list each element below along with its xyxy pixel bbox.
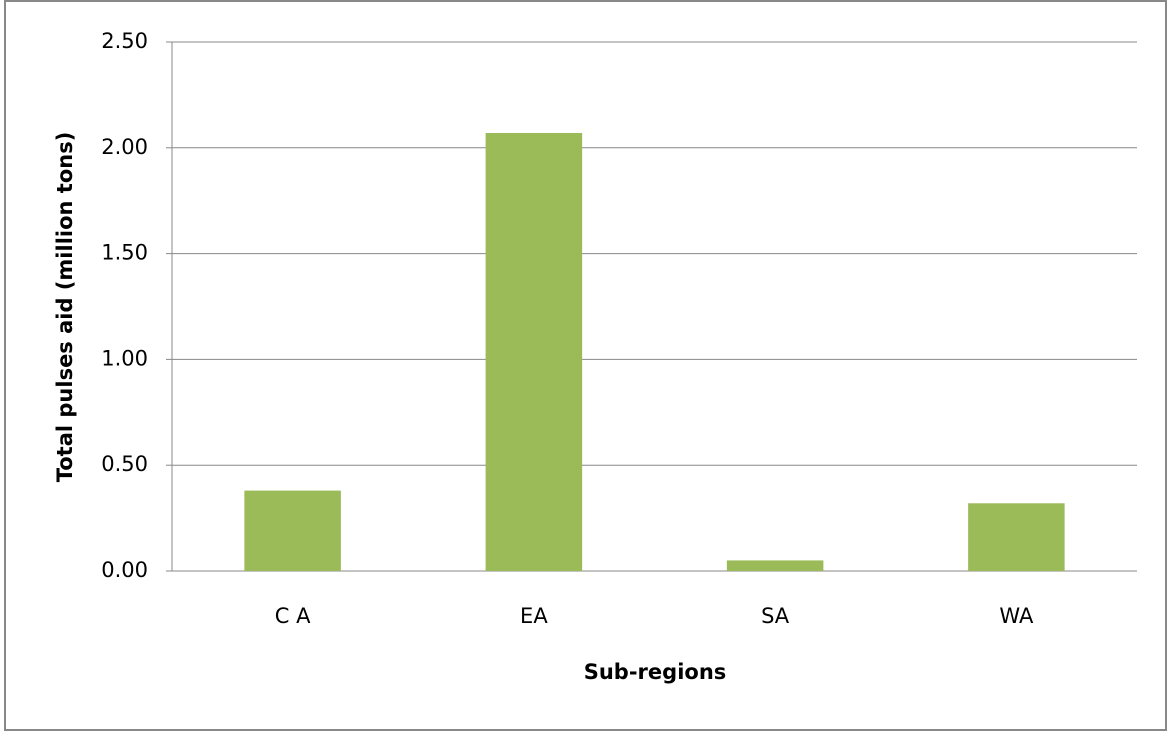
y-tick-label: 1.00 [101,346,148,370]
bar [244,490,341,571]
x-tick-label: SA [761,604,790,628]
bar [968,503,1065,571]
bar [726,560,824,571]
x-axis-title: Sub-regions [584,660,727,684]
chart-frame [4,0,1167,731]
x-tick-label: EA [520,604,548,628]
y-tick-label: 0.50 [101,452,148,476]
x-tick-label: C A [275,604,311,628]
y-tick-label: 2.50 [101,29,148,53]
y-tick-label: 0.00 [101,558,148,582]
x-tick-label: WA [999,604,1034,628]
y-axis-title: Total pulses aid (million tons) [53,132,77,483]
y-tick-label: 2.00 [101,135,148,159]
y-tick-label: 1.50 [101,241,148,265]
bar [485,132,583,571]
